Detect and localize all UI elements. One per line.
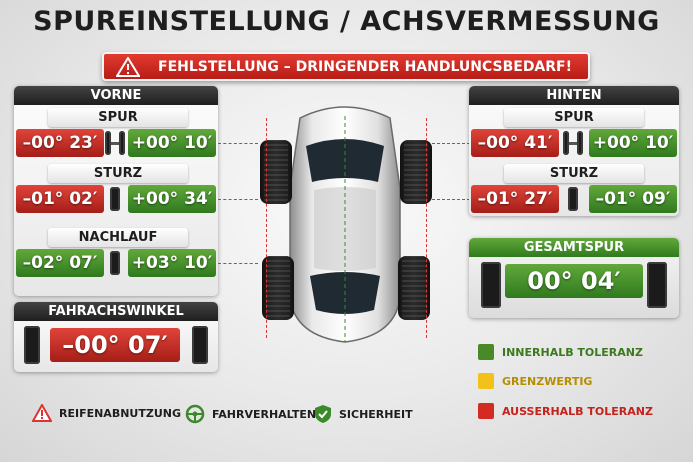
rear-spur-label: SPUR <box>504 108 644 127</box>
connector-line <box>218 143 258 144</box>
gesamtspur-left-tire <box>481 262 501 308</box>
rear-sturz-label: STURZ <box>504 164 644 183</box>
legend-item-red: AUSSERHALB TOLERANZ <box>478 403 653 419</box>
legend-label: INNERHALB TOLERANZ <box>502 345 643 359</box>
warning-icon <box>116 56 140 77</box>
fahrachswinkel-left-tire <box>24 326 40 364</box>
warning-icon <box>32 404 52 422</box>
warning-banner: FEHLSTELLUNG – DRINGENDER HANDLUNCSBEDAR… <box>102 52 590 81</box>
fahrachswinkel-label: FAHRACHSWINKEL <box>14 302 218 321</box>
front-left-wheel <box>260 140 292 204</box>
fahrachswinkel-panel: FAHRACHSWINKEL –00° 07′ <box>14 302 218 372</box>
rear-spur-axle-icon <box>563 129 583 157</box>
car-body <box>289 106 401 343</box>
front-spur-right-value: +00° 10′ <box>128 129 216 157</box>
legend-item-green: INNERHALB TOLERANZ <box>478 344 643 360</box>
rear-sturz-left-value: –01° 27′ <box>471 185 559 213</box>
footer-item-fahrverhalten: FAHRVERHALTEN <box>185 404 316 424</box>
legend-swatch-red <box>478 403 494 419</box>
footer-label: SICHERHEIT <box>339 407 413 421</box>
legend-label: AUSSERHALB TOLERANZ <box>502 404 653 418</box>
gesamtspur-right-tire <box>647 262 667 308</box>
connector-line <box>218 263 258 264</box>
front-sturz-right-value: +00° 34′ <box>128 185 216 213</box>
front-nachlauf-left-value: –02° 07′ <box>16 249 104 277</box>
steering-wheel-icon <box>185 404 205 424</box>
front-right-wheel <box>400 140 432 204</box>
connector-line <box>218 199 258 200</box>
legend-item-yellow: GRENZWERTIG <box>478 373 592 389</box>
rear-spur-right-value: +00° 10′ <box>589 129 677 157</box>
rear-sturz-right-value: –01° 09′ <box>589 185 677 213</box>
footer-item-sicherheit: SICHERHEIT <box>314 404 413 424</box>
front-nachlauf-right-value: +03° 10′ <box>128 249 216 277</box>
footer-label: FAHRVERHALTEN <box>212 407 317 421</box>
rear-header: HINTEN <box>469 86 679 105</box>
car-top-view <box>240 98 450 350</box>
gesamtspur-value: 00° 04′ <box>505 264 643 298</box>
rear-sturz-tire-icon <box>563 185 583 213</box>
connector-line <box>266 118 267 338</box>
connector-line <box>432 199 470 200</box>
front-spur-label: SPUR <box>48 108 188 127</box>
legend-label: GRENZWERTIG <box>502 374 593 388</box>
front-nachlauf-axle-icon <box>105 249 125 277</box>
fahrachswinkel-right-tire <box>192 326 208 364</box>
footer-item-reifenabnutzung: REIFENABNUTZUNG <box>32 404 181 422</box>
front-spur-left-value: –00° 23′ <box>16 129 104 157</box>
rear-left-wheel <box>262 256 294 320</box>
rear-spur-left-value: –00° 41′ <box>471 129 559 157</box>
connector-line <box>426 118 427 338</box>
banner-text: FEHLSTELLUNG – DRINGENDER HANDLUNCSBEDAR… <box>158 58 572 75</box>
front-sturz-left-value: –01° 02′ <box>16 185 104 213</box>
legend-swatch-yellow <box>478 373 494 389</box>
fahrachswinkel-value: –00° 07′ <box>50 328 180 362</box>
rear-right-wheel <box>398 256 430 320</box>
gesamtspur-label: GESAMTSPUR <box>469 238 679 257</box>
connector-line <box>432 143 470 144</box>
footer-label: REIFENABNUTZUNG <box>59 406 181 420</box>
front-sturz-tire-icon <box>105 185 125 213</box>
gesamtspur-panel: GESAMTSPUR 00° 04′ <box>469 238 679 318</box>
front-nachlauf-label: NACHLAUF <box>48 228 188 247</box>
shield-icon <box>315 405 331 423</box>
front-header: VORNE <box>14 86 218 105</box>
legend-swatch-green <box>478 344 494 360</box>
front-spur-axle-icon <box>105 129 125 157</box>
page-title: SPUREINSTELLUNG / ACHSVERMESSUNG <box>33 6 660 37</box>
front-sturz-label: STURZ <box>48 164 188 183</box>
